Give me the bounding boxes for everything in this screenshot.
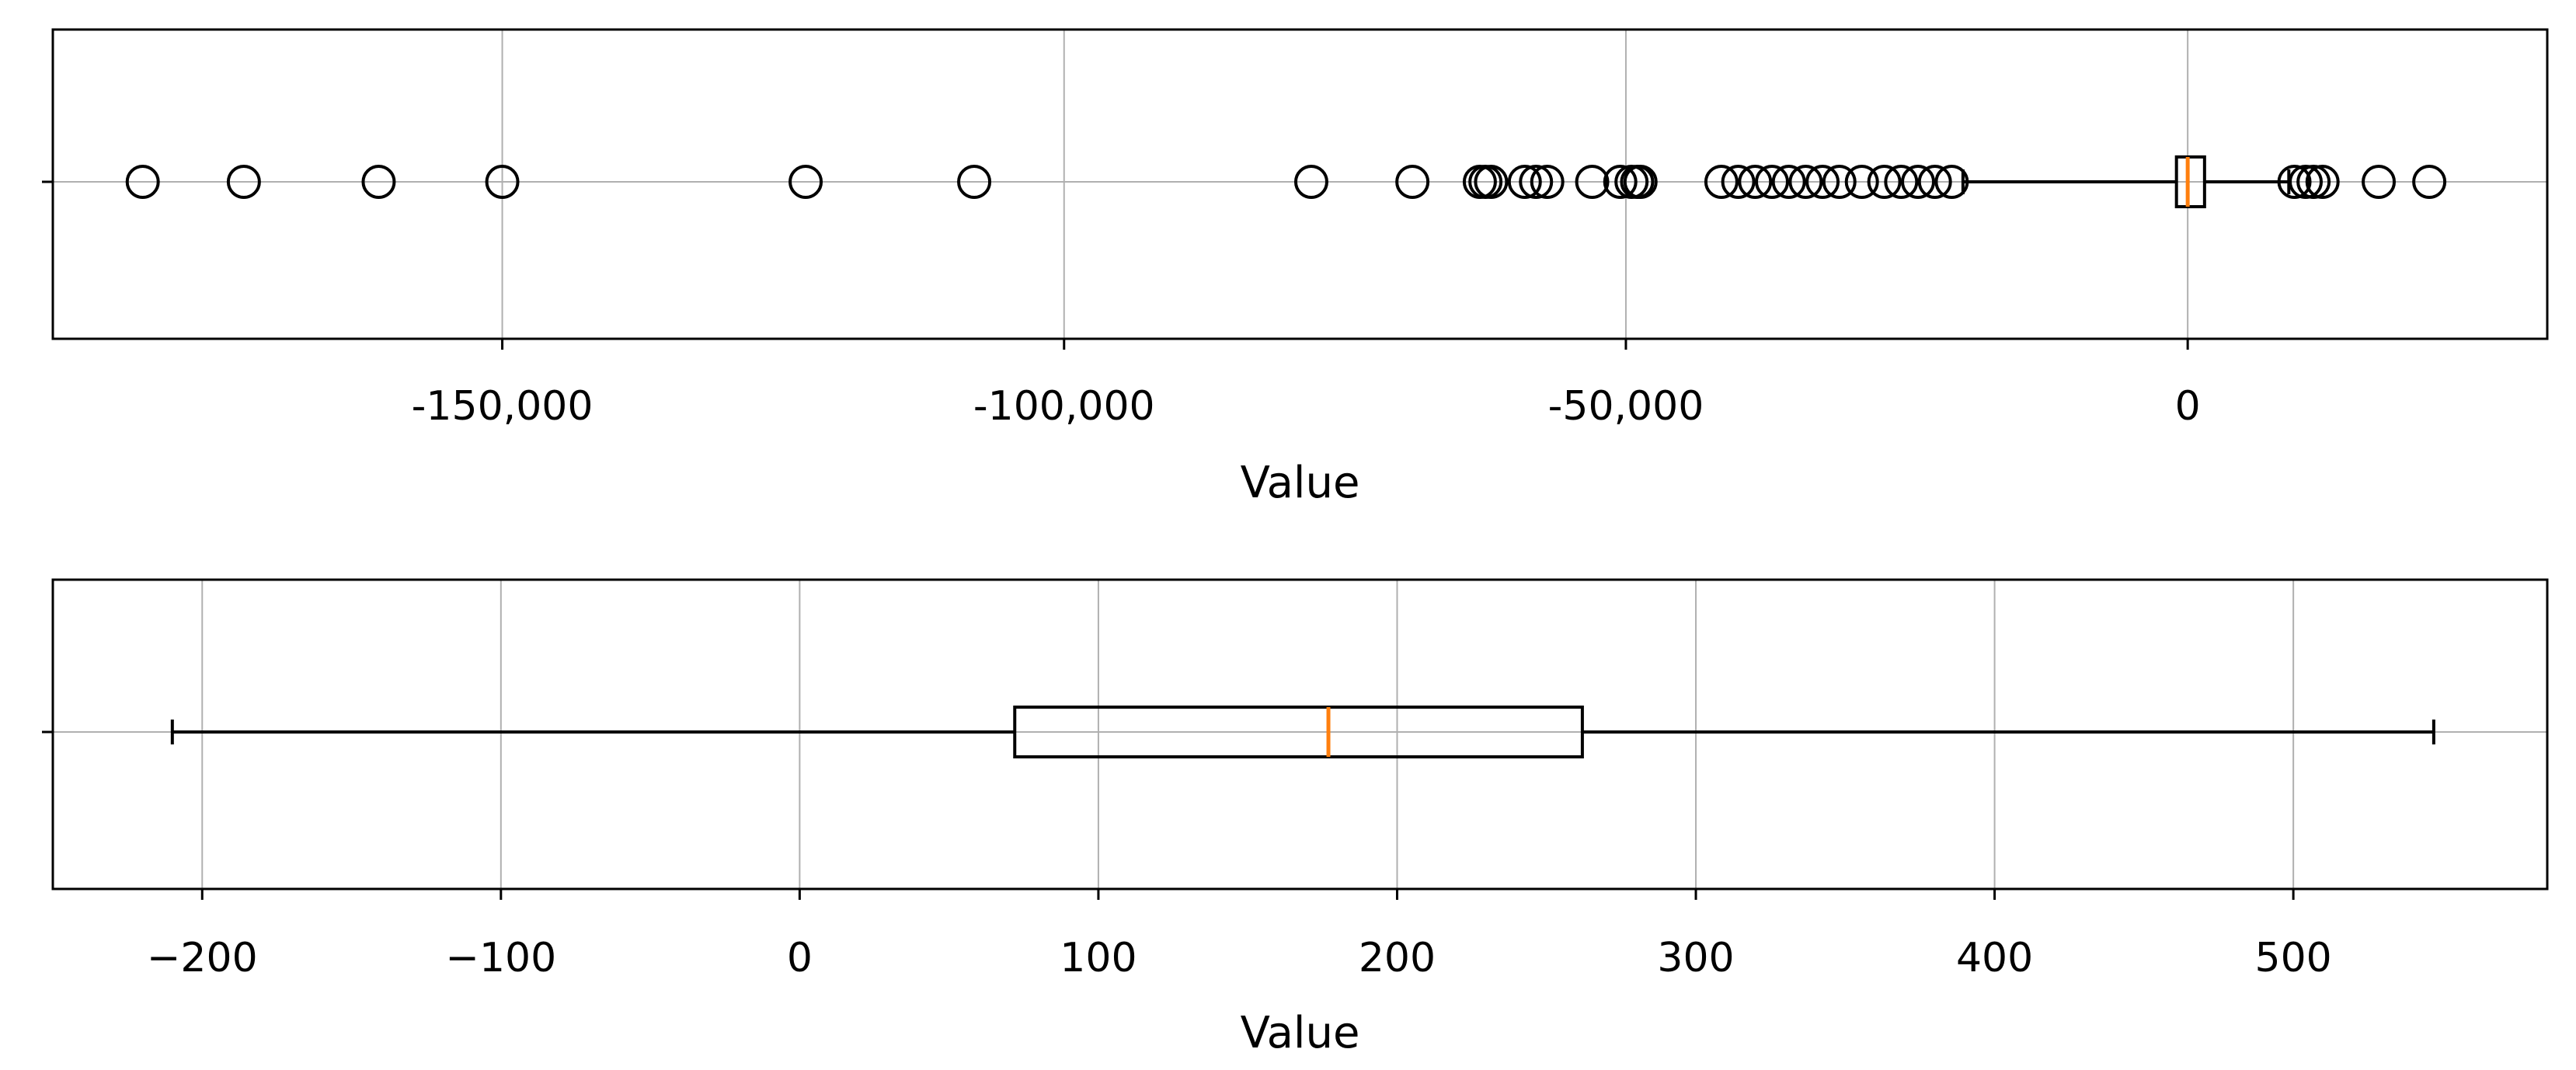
- outlier-point: [1934, 165, 1969, 199]
- x-tick-label: 100: [1060, 935, 1137, 981]
- outlier-point: [1822, 165, 1857, 199]
- outlier-point: [1519, 165, 1554, 199]
- outlier-point: [1901, 165, 1936, 199]
- outlier-point: [2296, 165, 2331, 199]
- outlier-point: [125, 165, 160, 199]
- outlier-point: [1507, 165, 1542, 199]
- outlier-point: [226, 165, 261, 199]
- x-tick-label: −100: [445, 935, 556, 981]
- outlier-point: [2289, 165, 2324, 199]
- box-iqr: [2174, 155, 2206, 208]
- outlier-point: [1721, 165, 1756, 199]
- x-tick-label: 200: [1359, 935, 1436, 981]
- outlier-point: [788, 165, 823, 199]
- outlier-point: [1771, 165, 1806, 199]
- outlier-point: [1474, 165, 1509, 199]
- outlier-point: [1738, 165, 1773, 199]
- outlier-point: [361, 165, 396, 199]
- outlier-point: [1844, 165, 1879, 199]
- x-tick-label: -100,000: [973, 383, 1155, 430]
- outlier-point: [1575, 165, 1610, 199]
- outlier-point: [1623, 165, 1658, 199]
- outlier-point: [1884, 165, 1919, 199]
- outlier-point: [1395, 165, 1430, 199]
- axes-frame: [51, 578, 2549, 891]
- outlier-point: [1704, 165, 1739, 199]
- outlier-point: [1867, 165, 1902, 199]
- outlier-point: [1293, 165, 1328, 199]
- outlier-point: [1805, 165, 1840, 199]
- outlier-point: [2412, 165, 2447, 199]
- outlier-point: [1917, 165, 1952, 199]
- x-tick-label: 500: [2254, 935, 2331, 981]
- bottom-boxplot-panel: −200 −100 0 100 200 300 400 500 Value: [42, 578, 2549, 1058]
- top-boxplot-panel: -150,000 -100,000 -50,000 0 Value: [42, 28, 2549, 508]
- x-tick-label: 400: [1956, 935, 2033, 981]
- x-tick-label: 0: [787, 935, 813, 981]
- outlier-point: [1603, 165, 1638, 199]
- outlier-point: [1788, 165, 1823, 199]
- outlier-point: [1754, 165, 1789, 199]
- x-tick-label: -50,000: [1548, 383, 1704, 430]
- box-iqr: [1013, 706, 1584, 758]
- outlier-point: [957, 165, 992, 199]
- x-tick-label: 300: [1657, 935, 1734, 981]
- x-tick-label: 0: [2175, 383, 2201, 430]
- outlier-point: [485, 165, 520, 199]
- x-axis-label: Value: [1241, 1008, 1360, 1058]
- outlier-point: [2305, 165, 2340, 199]
- x-tick-label: −200: [147, 935, 258, 981]
- axes-frame: [51, 28, 2549, 340]
- x-tick-label: -150,000: [412, 383, 594, 430]
- x-axis-label: Value: [1241, 458, 1360, 508]
- outlier-point: [2362, 165, 2397, 199]
- outlier-point: [1530, 165, 1565, 199]
- outlier-point: [2277, 165, 2312, 199]
